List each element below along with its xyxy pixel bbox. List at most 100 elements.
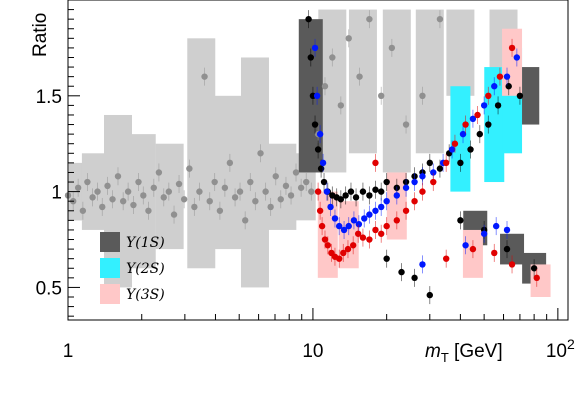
reference-point — [262, 188, 269, 195]
upsilon-1s-point — [372, 186, 379, 193]
reference-point — [226, 159, 234, 167]
reference-point — [84, 178, 91, 186]
upsilon-2s-point — [340, 226, 348, 234]
upsilon-3s-point — [378, 230, 385, 237]
upsilon-3s-point — [372, 159, 379, 167]
reference-point — [378, 92, 385, 100]
upsilon-2s-point — [402, 184, 410, 191]
reference-point — [388, 44, 396, 52]
reference-band — [382, 9, 411, 173]
legend-label: Υ(2S) — [126, 261, 165, 277]
reference-point — [165, 188, 173, 195]
reference-point — [287, 192, 295, 199]
upsilon-3s-point — [533, 274, 540, 282]
upsilon-2s-point — [345, 222, 352, 230]
reference-point — [247, 178, 254, 186]
reference-point — [155, 169, 163, 176]
upsilon-3s-point — [508, 261, 516, 268]
reference-point — [175, 180, 183, 188]
upsilon-2s-point — [503, 73, 511, 80]
upsilon-1s-point — [383, 255, 390, 262]
upsilon-2s-point — [316, 130, 324, 138]
reference-point — [170, 211, 178, 218]
upsilon-2s-point — [393, 192, 401, 199]
x-axis-label: mT [GeV] — [425, 341, 503, 365]
reference-band — [348, 9, 377, 154]
upsilon-2s-point — [448, 146, 456, 153]
upsilon-3s-band — [502, 28, 523, 96]
upsilon-3s-point — [324, 242, 331, 249]
upsilon-3s-point — [442, 255, 450, 262]
upsilon-3s-band — [386, 172, 407, 240]
upsilon-2s-point — [459, 130, 467, 138]
reference-point — [241, 217, 249, 224]
upsilon-1s-point — [530, 265, 538, 272]
upsilon-2s-point — [480, 230, 488, 237]
upsilon-1s-point — [516, 92, 524, 100]
upsilon-1s-point — [337, 196, 345, 203]
y-tick-label: 1 — [51, 183, 62, 204]
reference-point — [201, 73, 208, 80]
upsilon-1s-point — [352, 194, 360, 201]
reference-point — [104, 182, 111, 190]
upsilon-2s-band — [450, 86, 471, 192]
x-tick-label-100: 102 — [546, 336, 575, 362]
reference-band — [127, 134, 156, 269]
reference-point — [267, 203, 274, 211]
upsilon-1s-point — [505, 83, 512, 90]
upsilon-2s-point — [319, 159, 327, 167]
reference-point — [140, 192, 147, 199]
reference-point — [402, 121, 410, 128]
reference-point — [114, 173, 122, 180]
reference-point — [282, 182, 290, 190]
upsilon-2s-point — [313, 92, 321, 100]
upsilon-3s-point — [474, 111, 481, 119]
x-axis-label-unit: [GeV] — [449, 341, 503, 362]
legend-swatch — [100, 232, 120, 252]
upsilon-1s-point — [436, 165, 444, 172]
upsilon-2s-point — [492, 222, 500, 230]
upsilon-2s-point — [366, 211, 373, 218]
upsilon-1s-point — [378, 188, 385, 195]
reference-point — [308, 188, 315, 195]
reference-point — [216, 207, 224, 214]
y-tick-label: 0.5 — [36, 278, 62, 299]
upsilon-3s-point — [344, 245, 352, 253]
reference-point — [180, 196, 188, 203]
upsilon-1s-point — [485, 121, 492, 128]
upsilon-1s-point — [307, 54, 314, 61]
reference-point — [292, 169, 300, 176]
upsilon-1s-point — [457, 217, 464, 224]
reference-band — [446, 9, 475, 96]
upsilon-3s-point — [411, 197, 418, 205]
reference-point — [150, 184, 157, 191]
x-tick-label-100-base: 10 — [546, 341, 567, 362]
reference-point — [337, 102, 345, 109]
upsilon-2s-point — [469, 115, 477, 123]
reference-point — [186, 165, 193, 172]
upsilon-2s-point — [361, 215, 368, 222]
upsilon-2s-point — [411, 178, 418, 186]
upsilon-3s-point — [366, 236, 373, 243]
upsilon-2s-point — [323, 188, 331, 195]
upsilon-1s-point — [411, 274, 418, 282]
reference-point — [74, 184, 82, 191]
upsilon-1s-point — [305, 15, 312, 23]
plot-area — [64, 9, 551, 305]
upsilon-2s-point — [419, 261, 426, 268]
reference-point — [356, 73, 363, 80]
plot-frame — [67, 0, 569, 321]
reference-point — [196, 188, 203, 195]
legend-swatch — [100, 258, 120, 278]
upsilon-1s-point — [311, 121, 319, 128]
upsilon-2s-point — [480, 102, 488, 109]
upsilon-2s-point — [513, 54, 521, 61]
upsilon-1s-point — [426, 291, 433, 299]
upsilon-1s-point — [476, 130, 483, 138]
upsilon-1s-point — [457, 159, 464, 167]
legend: Υ(1S) Υ(2S) Υ(3S) — [100, 232, 165, 304]
upsilon-2s-point — [503, 226, 511, 234]
upsilon-1s-point — [426, 159, 433, 167]
reference-point — [345, 35, 352, 42]
